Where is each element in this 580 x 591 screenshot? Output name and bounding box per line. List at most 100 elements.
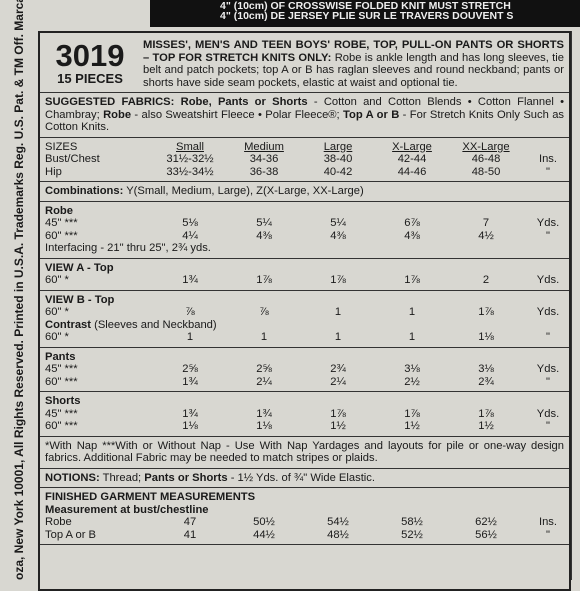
size-name: Large — [323, 140, 353, 153]
section-title: Shorts — [45, 395, 81, 407]
cell: 5¼ — [330, 217, 346, 229]
text-segment: - Cotton and Cotton Blends • Cotton Flan… — [45, 96, 564, 121]
cell: 1⅞ — [404, 274, 420, 286]
cell: 54½ — [327, 516, 349, 528]
fabrics: SUGGESTED FABRICS: Robe, Pants or Shorts… — [40, 93, 569, 138]
unit: Yds. — [536, 407, 560, 420]
pattern-info: 3019 15 PIECES MISSES', MEN'S AND TEEN BOY… — [38, 31, 571, 591]
cell: 4⅜ — [330, 229, 346, 242]
unit: " — [546, 375, 550, 388]
yardage-section: Pants 45" *** 2⅝ 2⅝ 2¾ 3⅛ 3⅛ Yds. 60" *** 1¾ 2¼ 2¼ 2… — [40, 348, 569, 392]
text-segment: - also Sweatshirt Fleece • Polar Fleece®… — [131, 108, 344, 121]
table-row: 60" * 1¾ 1⅞ 1⅞ 1⅞ 2 Yds. — [45, 274, 564, 287]
cell: 48-50 — [471, 165, 501, 178]
row-label: 60" * — [45, 306, 69, 318]
section-title: Robe — [45, 204, 73, 217]
row-label: 45" *** — [45, 363, 78, 375]
finished-subtitle: Measurement at bust/chestline — [45, 503, 209, 516]
cell: 1⅞ — [478, 306, 494, 318]
yardage-section: VIEW A - Top 60" * 1¾ 1⅞ 1⅞ 1⅞ 2 Yds. — [40, 259, 569, 291]
cell: 2¾ — [330, 363, 346, 375]
cell: 4¼ — [182, 229, 198, 242]
cell: 2⅝ — [182, 363, 198, 375]
table-row: 60" *** 4¼ 4⅜ 4⅜ 4⅜ 4½ " — [45, 230, 564, 243]
cell: 42-44 — [397, 153, 427, 165]
cell: 1⅞ — [478, 407, 494, 420]
row-label: 60" * — [45, 274, 69, 286]
cell: 1¾ — [256, 407, 272, 420]
row-label: 45" *** — [45, 407, 78, 420]
unit: " — [546, 528, 550, 541]
size-name: XX-Large — [462, 140, 510, 153]
table-row: 45" *** 1¾ 1¾ 1⅞ 1⅞ 1⅞ Yds. — [45, 408, 564, 421]
cell: 58½ — [401, 516, 423, 528]
cell: 6⅞ — [404, 217, 420, 229]
text-segment: Robe — [103, 108, 132, 121]
cell: 33½-34½ — [166, 165, 214, 178]
cell: 1½ — [404, 420, 420, 432]
cell: ⅞ — [185, 306, 195, 318]
cell: 4⅜ — [404, 229, 420, 242]
cell: 2¼ — [330, 375, 346, 388]
unit: Yds. — [536, 274, 560, 286]
sizes-label: SIZES — [45, 140, 78, 153]
cell: 1⅛ — [256, 420, 272, 432]
cell: 38-40 — [323, 153, 353, 165]
size-name: Small — [176, 140, 204, 153]
text-segment: Pants or Shorts — [144, 471, 228, 484]
subtitle-line: Measurement at bust/chestline — [45, 504, 564, 517]
subheading: Contrast (Sleeves and Neckband) — [45, 319, 564, 332]
table-row: Bust/Chest 31½-32½ 34-36 38-40 42-44 46-48 Ins… — [45, 153, 564, 166]
row-label: 60" * — [45, 331, 69, 343]
section-title: Pants — [45, 350, 76, 363]
table-row: Top A or B 41 44½ 48½ 52½ 56½ " — [45, 529, 564, 542]
cell: 2½ — [404, 375, 420, 388]
finished-title: FINISHED GARMENT MEASUREMENTS — [45, 491, 256, 503]
table-row: 45" *** 5⅛ 5¼ 5¼ 6⅞ 7 Yds. — [45, 217, 564, 230]
cell: 2¾ — [478, 375, 494, 388]
notions: NOTIONS: Thread; Pants or Shorts - 1½ Yd… — [40, 469, 569, 488]
pattern-id: 3019 15 PIECES — [45, 39, 135, 89]
unit: Yds. — [536, 363, 560, 375]
note: Interfacing - 21" thru 25", 2¾ yds. — [45, 242, 211, 254]
cell: 1⅞ — [256, 274, 272, 286]
cell: 1⅞ — [330, 407, 346, 420]
table-row: Robe 47 50½ 54½ 58½ 62½ Ins. — [45, 516, 564, 529]
header-line: 4" (10cm) DE JERSEY PLIE SUR LE TRAVERS … — [220, 10, 514, 22]
text-segment: Top A or B — [343, 108, 400, 121]
cell: 1⅛ — [478, 331, 494, 343]
cell: 47 — [183, 516, 197, 528]
title-line: Pants — [45, 351, 564, 364]
intro: 3019 15 PIECES MISSES', MEN'S AND TEEN BOY… — [40, 33, 569, 93]
text-segment: - For Stretch Knits Only Such as Cotton … — [45, 108, 565, 134]
yardage-section: Robe 45" *** 5⅛ 5¼ 5¼ 6⅞ 7 Yds. 60" *** 4¼ 4⅜ 4⅜ 4⅜ 4… — [40, 202, 569, 259]
cell: 31½-32½ — [166, 153, 214, 165]
text-segment: SUGGESTED FABRICS: Robe, Pants or Shorts — [45, 96, 308, 108]
cell: 34-36 — [249, 153, 279, 165]
pattern-number: 3019 — [55, 38, 125, 73]
text-segment: - 1½ Yds. of ¾" Wide Elastic. — [227, 471, 375, 484]
finished: FINISHED GARMENT MEASUREMENTS Measurement… — [40, 488, 569, 545]
text-segment: NOTIONS: — [45, 471, 100, 484]
unit: " — [546, 229, 550, 242]
cell: 1 — [408, 331, 416, 343]
combinations-text: Y(Small, Medium, Large), Z(X-Large, XX-L… — [126, 185, 364, 197]
cell: 4½ — [478, 229, 494, 242]
cell: 62½ — [475, 516, 497, 528]
cell: 2 — [482, 274, 490, 286]
title-line: Shorts — [45, 395, 564, 408]
combinations-label: Combinations: — [45, 185, 124, 197]
row-label: 60" *** — [45, 229, 78, 242]
row-label: Top A or B — [45, 528, 96, 541]
unit: " — [546, 420, 550, 432]
cell: 1½ — [478, 420, 494, 432]
cell: 44-46 — [397, 165, 427, 178]
description: MISSES', MEN'S AND TEEN BOYS' ROBE, TOP,… — [143, 39, 564, 89]
cell: 1⅞ — [404, 407, 420, 420]
text-segment: Thread; — [99, 471, 145, 484]
cell: 3⅛ — [478, 363, 494, 375]
cell: ⅞ — [259, 306, 269, 318]
cell: 40-42 — [323, 165, 353, 178]
section-title: VIEW B - Top — [45, 293, 115, 306]
